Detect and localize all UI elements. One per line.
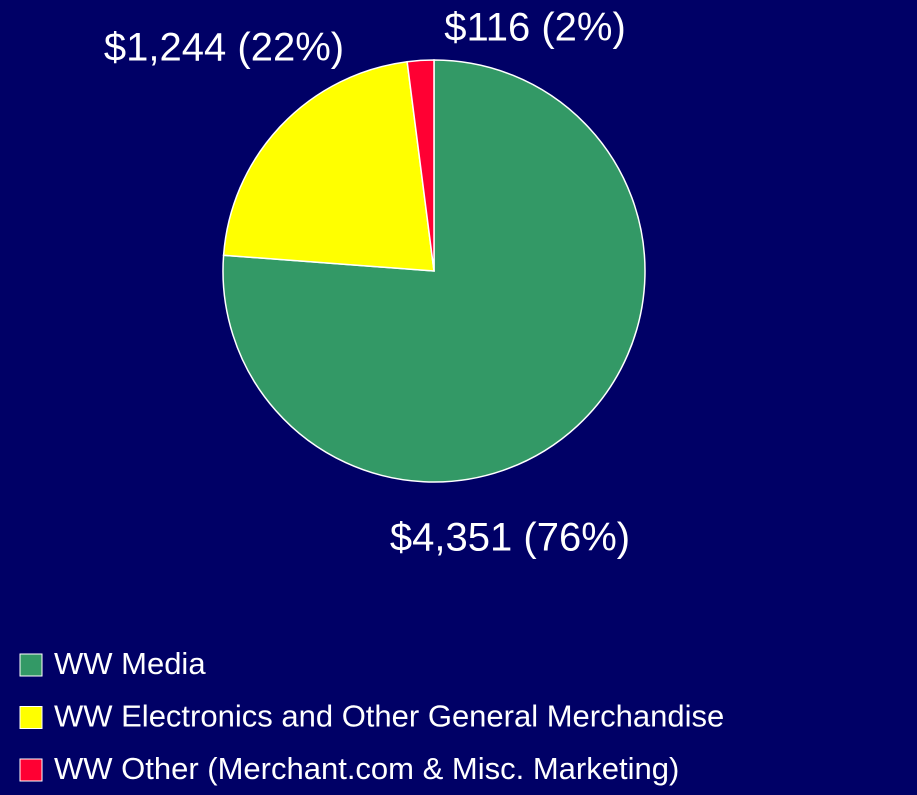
value-label: $1,244 (22%) [104, 26, 344, 70]
legend-swatch [19, 758, 43, 782]
legend-swatch [19, 653, 43, 677]
legend-swatch [19, 706, 43, 729]
pie-slice [222, 59, 646, 483]
pie-slice [222, 60, 435, 272]
value-label: $4,351 (76%) [390, 516, 630, 560]
legend-label: WW Media [54, 646, 206, 681]
value-label: $116 (2%) [444, 6, 626, 50]
legend-label: WW Electronics and Other General Merchan… [54, 699, 724, 734]
legend-label: WW Other (Merchant.com & Misc. Marketing… [54, 751, 679, 786]
pie-slice [406, 59, 435, 272]
